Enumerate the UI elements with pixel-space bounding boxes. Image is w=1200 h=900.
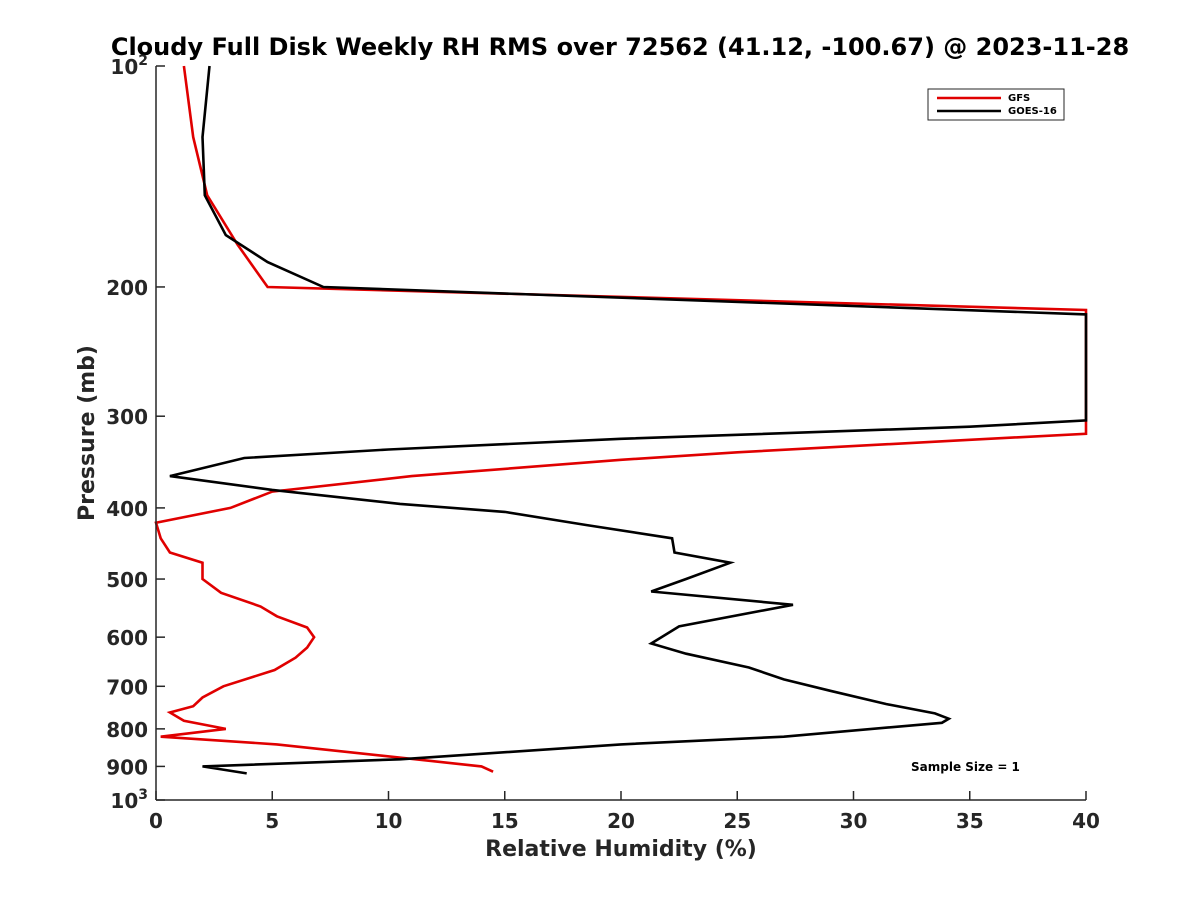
y-tick-label: 500 <box>106 568 148 592</box>
y-tick-label: 400 <box>106 497 148 521</box>
series-layer <box>154 65 1088 775</box>
x-tick-label: 40 <box>1072 809 1100 833</box>
x-tick-label: 10 <box>375 809 403 833</box>
legend: GFS GOES-16 <box>927 88 1065 121</box>
y-tick-label: 600 <box>106 626 148 650</box>
y-tick-label: 102 <box>110 53 148 79</box>
x-tick-label: 30 <box>840 809 868 833</box>
y-tick-label: 900 <box>106 755 148 779</box>
y-ticks: 102 200 300 400 500 600 700 800 900 103 <box>106 53 165 813</box>
x-tick-label: 5 <box>265 809 279 833</box>
x-tick-label: 0 <box>149 809 163 833</box>
x-tick-label: 15 <box>491 809 519 833</box>
y-tick-label: 300 <box>106 405 148 429</box>
x-tick-label: 35 <box>956 809 984 833</box>
sample-size-annotation: Sample Size = 1 <box>911 760 1020 774</box>
x-tick-label: 20 <box>607 809 635 833</box>
y-tick-label: 800 <box>106 718 148 742</box>
x-tick-label: 25 <box>723 809 751 833</box>
legend-label-gfs: GFS <box>1008 93 1030 104</box>
y-axis-label: Pressure (mb) <box>75 345 100 521</box>
y-tick-label: 103 <box>110 787 148 813</box>
series-line-goes16 <box>169 65 1088 775</box>
x-ticks: 0 5 10 15 20 25 30 35 40 <box>149 791 1100 833</box>
legend-box <box>927 88 1065 121</box>
chart-title: Cloudy Full Disk Weekly RH RMS over 7256… <box>111 33 1129 61</box>
plot-area <box>156 66 1086 800</box>
y-tick-label: 700 <box>106 675 148 699</box>
y-tick-label: 200 <box>106 276 148 300</box>
legend-label-goes16: GOES-16 <box>1008 106 1057 117</box>
x-axis-label: Relative Humidity (%) <box>485 837 757 862</box>
